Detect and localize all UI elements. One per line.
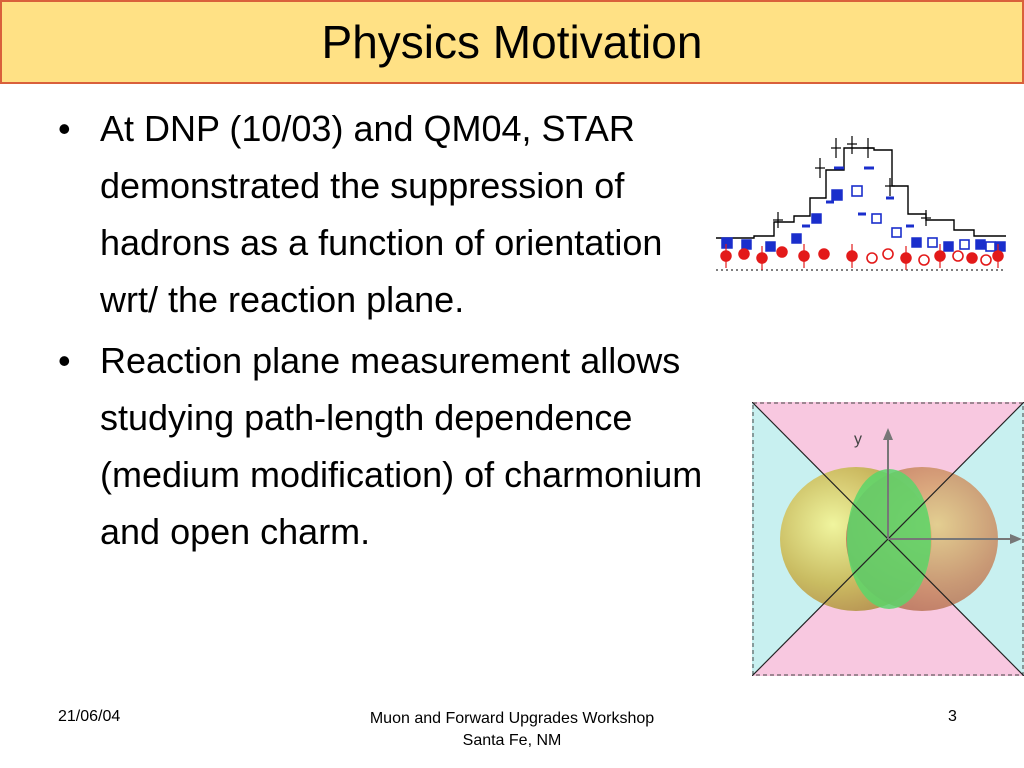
reference-histogram — [716, 147, 1006, 239]
bullet-text: At DNP (10/03) and QM04, STAR demonstrat… — [100, 108, 663, 320]
out-of-plane-error-bars — [725, 244, 999, 270]
title-bar: Physics Motivation — [0, 0, 1024, 84]
slide-title: Physics Motivation — [321, 16, 703, 68]
reference-error-bars — [773, 136, 931, 228]
diagram-border — [752, 402, 1024, 676]
bullet-text: Reaction plane measurement allows studyi… — [100, 340, 703, 552]
bullet-marker: • — [58, 340, 71, 381]
x-axis-arrow — [1010, 534, 1022, 544]
page-number: 3 — [948, 708, 957, 725]
bullet-item: • Reaction plane measurement allows stud… — [58, 332, 708, 560]
bullet-item: • At DNP (10/03) and QM04, STAR demonstr… — [58, 100, 708, 328]
azimuthal-correlation-plot — [716, 136, 1006, 271]
footer-event-location: Santa Fe, NM — [462, 732, 562, 749]
footer-date: 21/06/04 — [58, 708, 121, 725]
bullet-marker: • — [58, 108, 71, 149]
bullet-list: • At DNP (10/03) and QM04, STAR demonstr… — [58, 100, 708, 564]
footer-event-title: Muon and Forward Upgrades Workshop — [369, 710, 655, 727]
out-of-plane-open-series — [866, 248, 992, 266]
in-plane-open-series — [851, 185, 996, 252]
footer-event: Muon and Forward Upgrades Workshop Santa… — [0, 708, 1024, 752]
in-plane-dashes — [802, 166, 914, 228]
in-plane-series — [721, 189, 1006, 252]
reaction-plane-diagram: y — [752, 402, 1024, 676]
y-axis-label: y — [854, 431, 862, 448]
y-axis-arrow — [883, 428, 893, 440]
